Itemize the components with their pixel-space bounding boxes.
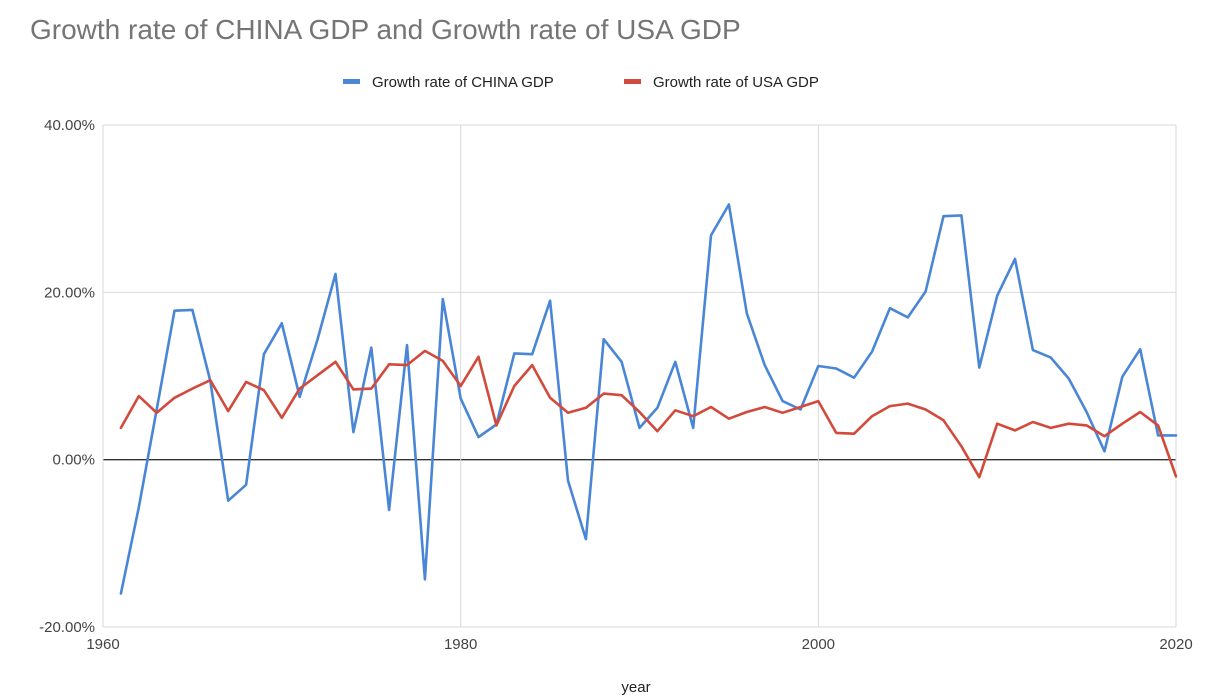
x-tick-label: 2000: [802, 636, 835, 653]
x-tick-label: 1980: [444, 636, 477, 653]
y-tick-label: 20.00%: [44, 284, 95, 301]
x-tick-label: 1960: [86, 636, 119, 653]
legend-swatch: [343, 79, 360, 84]
series-line-china: [119, 203, 1178, 595]
legend-label: Growth rate of USA GDP: [653, 74, 819, 91]
x-tick-label: 2020: [1159, 636, 1192, 653]
x-axis-ticks: 1960 1980 2000 2020: [86, 636, 1192, 653]
y-tick-label: 0.00%: [52, 452, 95, 469]
legend: Growth rate of CHINA GDP Growth rate of U…: [343, 74, 819, 91]
legend-label: Growth rate of CHINA GDP: [372, 74, 554, 91]
x-axis-title: year: [621, 679, 650, 696]
y-axis-ticks: -20.00% 0.00% 20.00% 40.00%: [39, 117, 95, 636]
series-line-usa: [119, 349, 1178, 479]
gridlines: [102, 124, 1177, 628]
y-tick-label: -20.00%: [39, 619, 95, 636]
y-tick-label: 40.00%: [44, 117, 95, 134]
legend-swatch: [624, 79, 641, 84]
chart-title: Growth rate of CHINA GDP and Growth rate…: [30, 14, 741, 45]
series-lines: [119, 203, 1178, 595]
